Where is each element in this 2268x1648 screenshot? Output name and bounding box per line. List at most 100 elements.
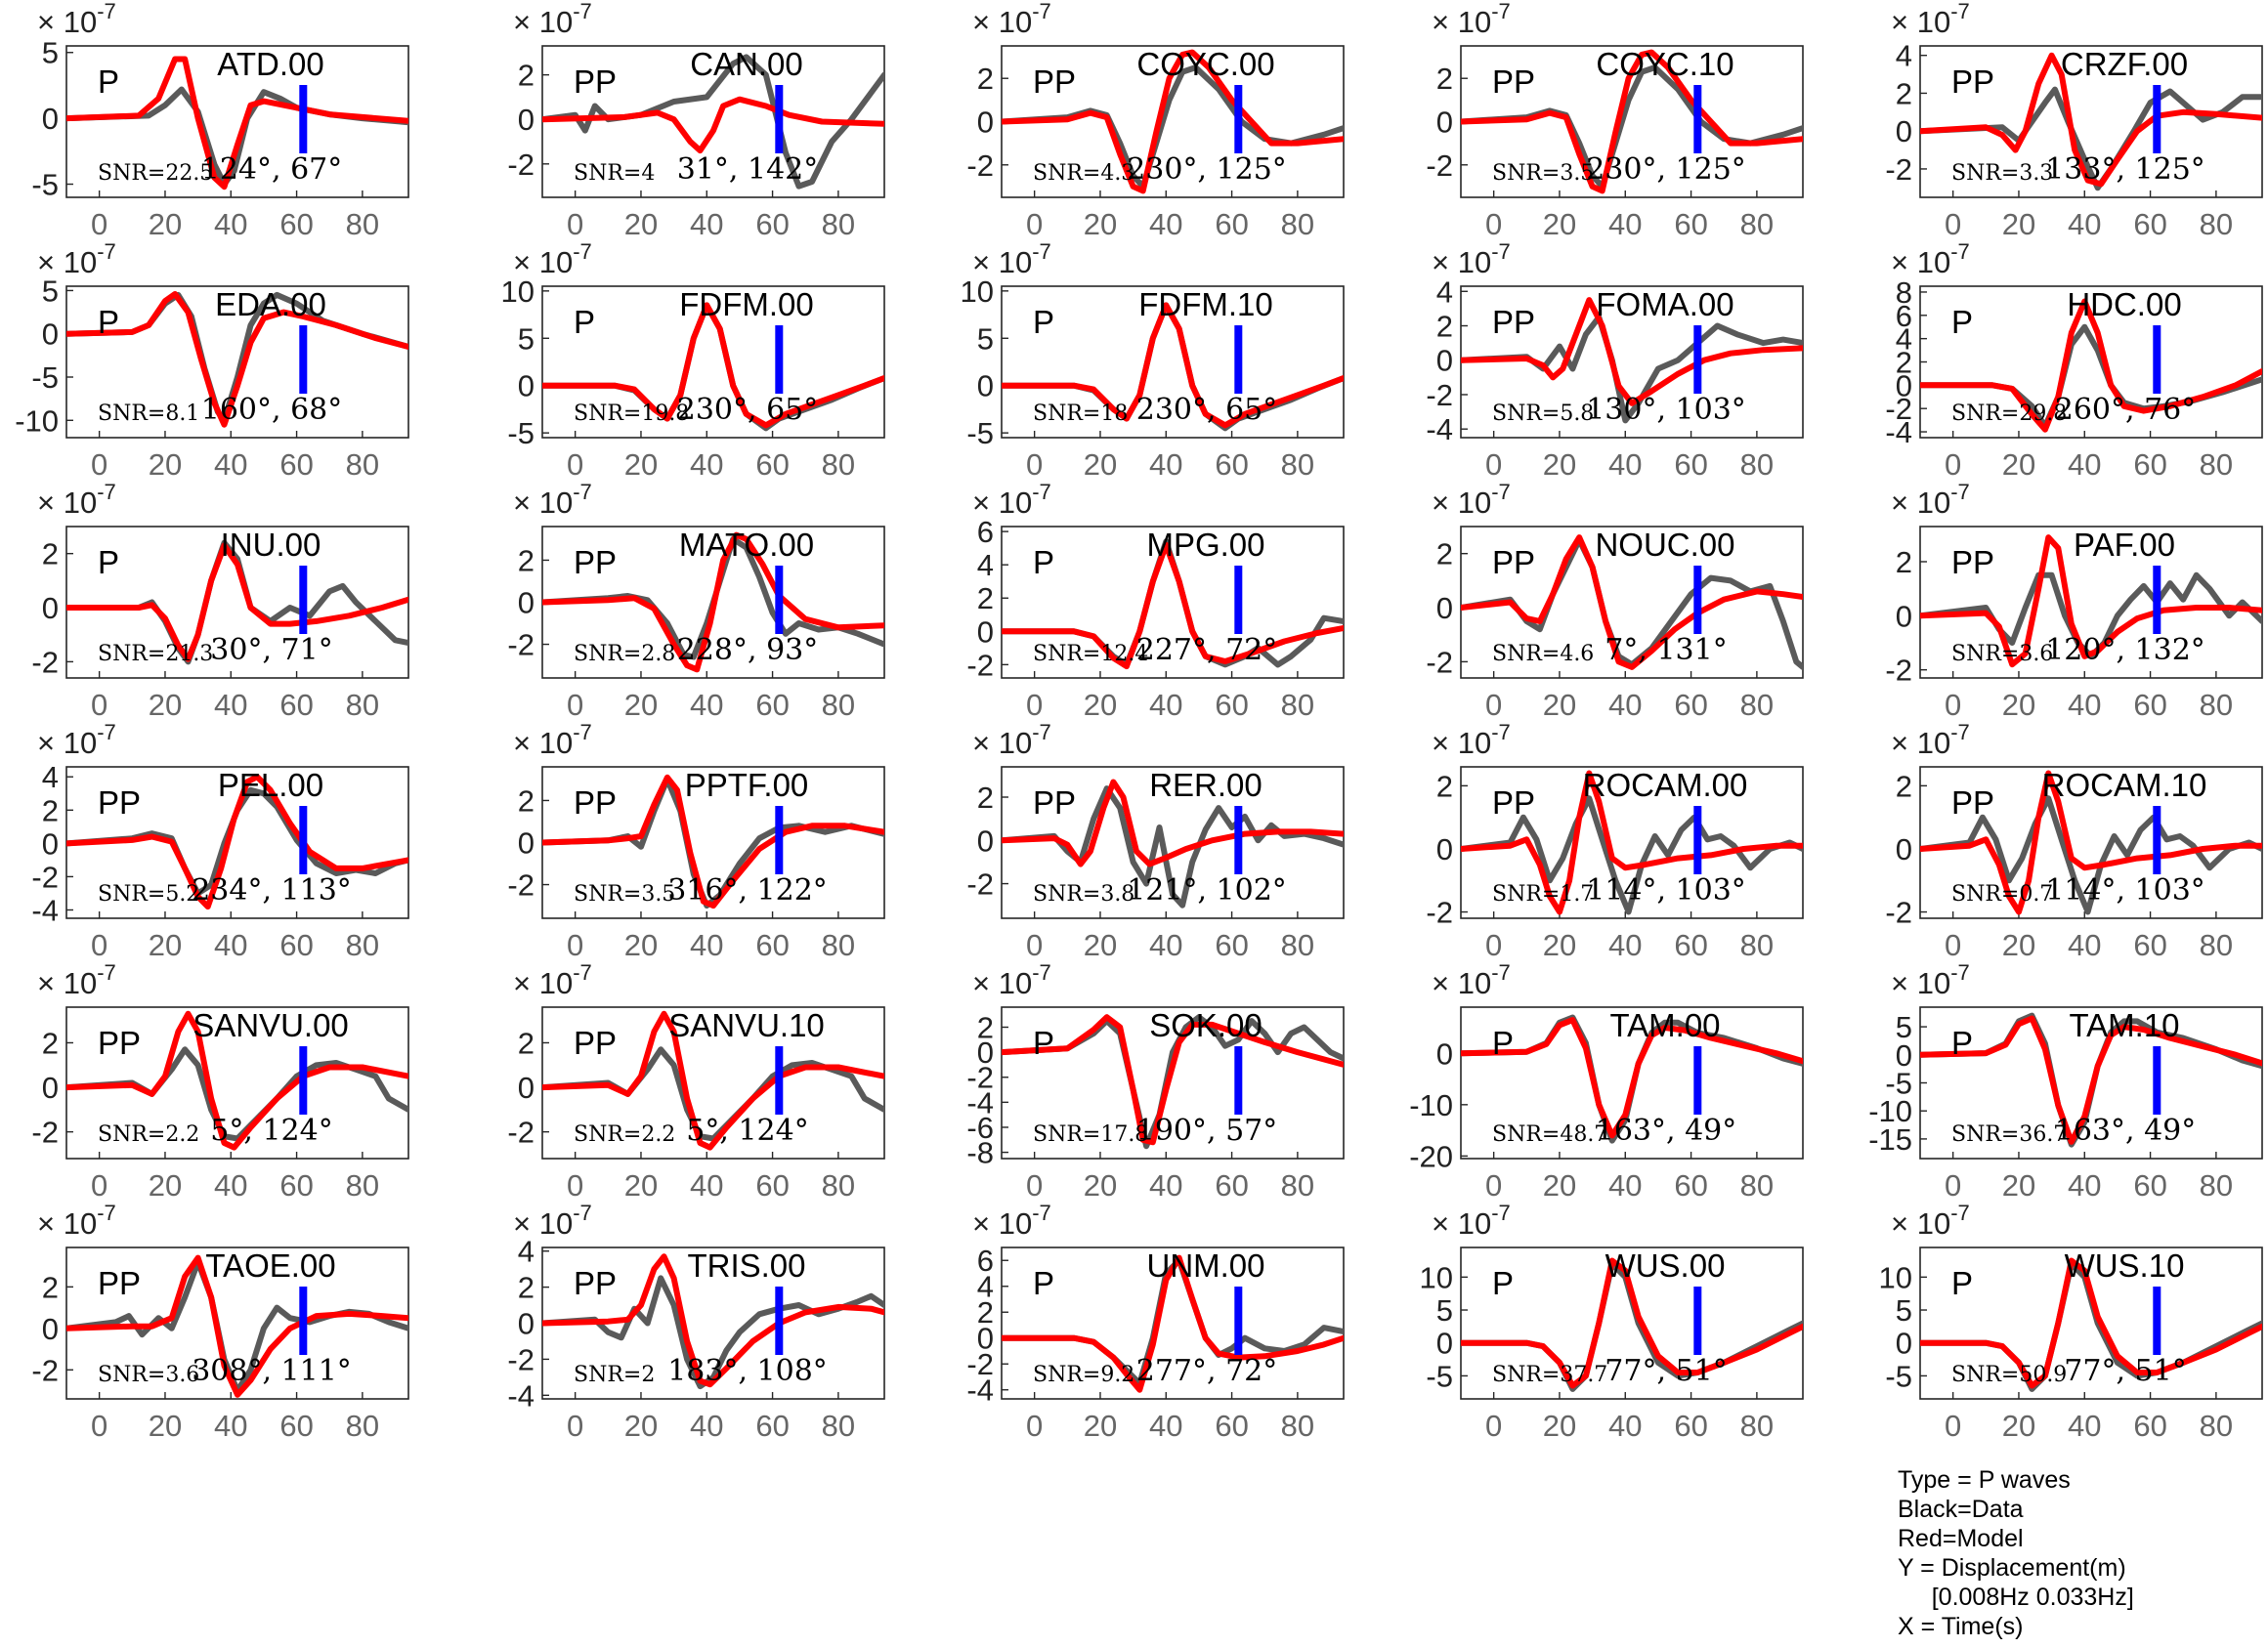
model-trace (1920, 1257, 2262, 1389)
azimuth-label: 190°, 57° (1136, 1114, 1278, 1148)
y-tick-label: -2 (966, 648, 994, 682)
x-tick-label: 60 (279, 447, 313, 482)
x-tick-label: 0 (91, 1168, 107, 1203)
model-trace (1461, 534, 1803, 670)
station-label: HDC.00 (2067, 286, 2181, 322)
plot-frame (1001, 1006, 1345, 1160)
y-tick-label: -2 (1885, 152, 1912, 187)
phase-label: P (98, 304, 119, 340)
scale-factor-label: × 10-7 (972, 720, 1051, 760)
model-trace (542, 302, 884, 429)
x-tick-label: 60 (1674, 1168, 1707, 1203)
scale-factor-label: × 10-7 (972, 480, 1051, 520)
y-tick-label: -10 (1868, 1094, 1912, 1128)
y-tick-label: -2 (966, 867, 994, 902)
y-tick-label: 0 (977, 614, 994, 649)
y-tick-label: 2 (977, 781, 994, 815)
x-tick-label: 60 (2133, 928, 2166, 962)
x-tick-label: 0 (1026, 1409, 1043, 1443)
x-tick-label: 40 (1608, 928, 1642, 962)
azimuth-label: 31°, 142° (677, 152, 819, 187)
phase-label: PP (98, 784, 141, 821)
model-trace (66, 1254, 408, 1398)
panel-TAM.00: × 10-7 -20 -10 0 0 20 40 60 80 P TAM.00 SNR=48.7163… (1409, 960, 1804, 1203)
snr-label: SNR=5.2 (98, 882, 199, 907)
legend-type: Type = P waves (1898, 1466, 2071, 1494)
x-tick-label: 20 (624, 928, 658, 962)
scale-factor-label: × 10-7 (37, 1201, 116, 1241)
x-tick-label: 20 (624, 688, 658, 722)
y-tick-label: -2 (966, 1061, 994, 1095)
phase-label: PP (1492, 63, 1535, 100)
snr-label: SNR=2.8 (574, 642, 675, 666)
x-tick-label: 20 (1543, 1409, 1576, 1443)
scale-factor-label: × 10-7 (972, 239, 1051, 279)
scale-factor-label: × 10-7 (1432, 480, 1511, 520)
station-label: TAOE.00 (205, 1247, 335, 1284)
x-tick-label: 20 (2002, 688, 2035, 722)
x-tick-label: 60 (755, 1168, 789, 1203)
x-tick-label: 80 (346, 928, 379, 962)
x-tick-label: 20 (149, 1168, 182, 1203)
scale-factor-label: × 10-7 (1432, 0, 1511, 39)
x-tick-label: 40 (690, 1409, 723, 1443)
model-trace (1920, 770, 2262, 915)
window-marker (1234, 85, 1243, 153)
x-tick-label: 60 (2133, 447, 2166, 482)
x-tick-label: 40 (690, 207, 723, 241)
x-tick-label: 40 (2068, 207, 2101, 241)
scale-exponent: -7 (97, 239, 116, 264)
x-tick-label: 60 (279, 207, 313, 241)
snr-label: SNR=50.9 (1951, 1363, 2067, 1387)
scale-factor-label: × 10-7 (37, 960, 116, 1000)
azimuth-label: 183°, 108° (667, 1354, 828, 1388)
x-tick-label: 40 (1608, 447, 1642, 482)
y-tick-label: 0 (518, 826, 535, 861)
scale-exponent: -7 (1032, 1201, 1051, 1225)
data-trace (1002, 785, 1344, 909)
model-trace (1461, 1017, 1803, 1139)
x-tick-label: 80 (822, 688, 855, 722)
x-tick-label: 0 (1026, 447, 1043, 482)
scale-factor-label: × 10-7 (37, 720, 116, 760)
y-tick-label: -4 (31, 893, 59, 927)
x-tick-label: 40 (1149, 1409, 1182, 1443)
y-tick-label: 0 (1896, 1327, 1912, 1361)
scale-exponent: -7 (97, 480, 116, 504)
x-tick-label: 80 (822, 1409, 855, 1443)
x-tick-label: 40 (1149, 1168, 1182, 1203)
y-tick-label: 2 (1896, 545, 1912, 579)
x-tick-label: 40 (690, 688, 723, 722)
panel-FDFM.10: × 10-7 -5 0 5 10 0 20 40 60 80 P FDFM.10 SNR=18 230°,… (961, 239, 1345, 482)
x-tick-label: 80 (1740, 1168, 1774, 1203)
x-tick-label: 40 (214, 688, 247, 722)
scale-exponent: -7 (1032, 960, 1051, 985)
model-trace (1002, 302, 1344, 429)
phase-label: P (1492, 1025, 1514, 1061)
scale-exponent: -7 (1950, 0, 1970, 23)
y-tick-label: 2 (977, 62, 994, 96)
x-tick-label: 80 (1740, 447, 1774, 482)
y-tick-label: -8 (966, 1136, 994, 1170)
x-tick-label: 80 (1281, 688, 1314, 722)
y-tick-label: 0 (42, 102, 59, 136)
window-marker (775, 806, 784, 874)
plot-frame (65, 285, 409, 439)
window-marker (299, 806, 308, 874)
x-tick-label: 0 (91, 928, 107, 962)
azimuth-label: 234°, 113° (192, 873, 352, 908)
x-tick-label: 80 (822, 1168, 855, 1203)
snr-label: SNR=3.5 (574, 882, 675, 907)
y-tick-label: 0 (1896, 114, 1912, 148)
y-tick-label: 10 (961, 275, 994, 309)
y-tick-label: -4 (507, 1378, 535, 1413)
scale-exponent: -7 (97, 960, 116, 985)
y-tick-label: 0 (42, 1312, 59, 1346)
y-tick-label: 4 (1436, 275, 1453, 309)
y-tick-label: 2 (977, 1010, 994, 1044)
scale-exponent: -7 (1491, 239, 1511, 264)
